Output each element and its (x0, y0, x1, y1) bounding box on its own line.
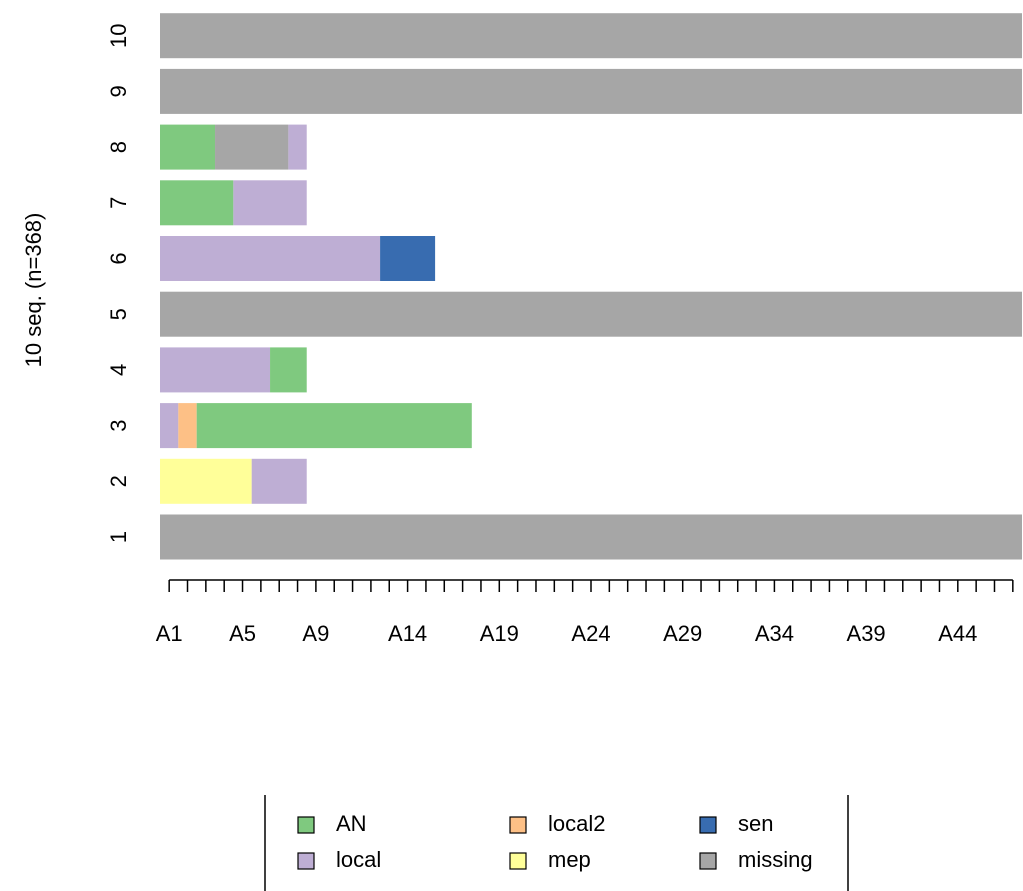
y-axis-label: 10 seq. (n=368) (21, 213, 46, 368)
x-tick-label: A39 (847, 621, 886, 646)
x-tick-label: A5 (229, 621, 256, 646)
sequence-segment (160, 236, 381, 281)
legend-swatch (509, 816, 527, 834)
x-tick-label: A14 (388, 621, 427, 646)
sequence-segment (160, 514, 1022, 560)
legend-label: sen (738, 811, 773, 836)
legend-label: AN (336, 811, 367, 836)
legend-label: missing (738, 847, 813, 872)
sequence-segment (380, 236, 436, 281)
sequence-segment (270, 347, 307, 393)
y-tick-label: 7 (106, 197, 131, 209)
legend-swatch (509, 852, 527, 870)
legend-swatch (297, 816, 315, 834)
y-tick-label: 3 (106, 419, 131, 431)
sequence-segment (160, 291, 1022, 337)
sequence-segment (160, 68, 1022, 114)
sequence-segment (160, 124, 216, 170)
x-tick-label: A34 (755, 621, 794, 646)
legend-swatch (699, 852, 717, 870)
x-tick-label: A19 (480, 621, 519, 646)
legend-label: mep (548, 847, 591, 872)
legend-label: local2 (548, 811, 605, 836)
sequence-segment (215, 124, 289, 170)
sequence-segment (160, 347, 271, 393)
x-tick-label: A24 (571, 621, 610, 646)
sequence-segment (160, 13, 1022, 59)
y-tick-label: 10 (106, 23, 131, 47)
x-tick-label: A29 (663, 621, 702, 646)
y-tick-label: 9 (106, 85, 131, 97)
y-tick-label: 4 (106, 364, 131, 376)
y-tick-label: 1 (106, 531, 131, 543)
legend-swatch (297, 852, 315, 870)
legend-swatch (699, 816, 717, 834)
y-tick-label: 2 (106, 475, 131, 487)
sequence-segment (233, 180, 307, 226)
sequence-segment (196, 403, 472, 449)
sequence-segment (288, 124, 307, 170)
x-tick-label: A44 (938, 621, 977, 646)
y-tick-label: 5 (106, 308, 131, 320)
sequence-segment (160, 180, 234, 226)
x-tick-label: A1 (156, 621, 183, 646)
sequence-segment (178, 403, 197, 449)
sequence-segment (160, 458, 252, 504)
y-tick-label: 6 (106, 252, 131, 264)
legend-label: local (336, 847, 381, 872)
sequence-segment (160, 403, 179, 449)
x-tick-label: A9 (302, 621, 329, 646)
sequence-segment (251, 458, 307, 504)
y-tick-label: 8 (106, 141, 131, 153)
